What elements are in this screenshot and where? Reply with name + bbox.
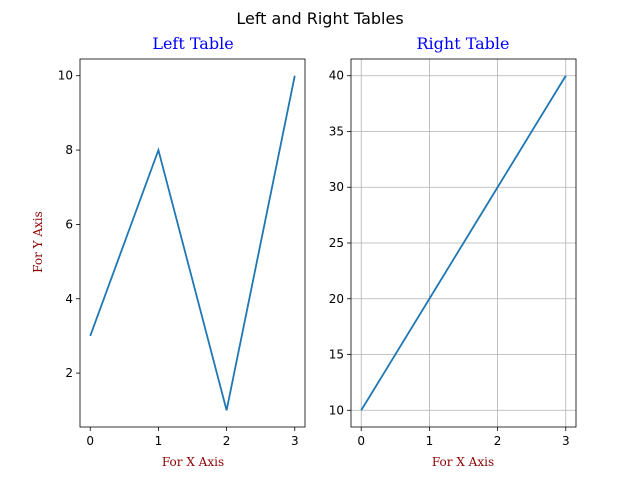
- left-chart-xlabel: For X Axis: [162, 455, 224, 469]
- right-chart-ytick-label: 30: [329, 180, 344, 194]
- left-chart: Left Table For X Axis For Y Axis 0 1 2 3 2 4 6…: [31, 34, 306, 469]
- right-chart-ytick-label: 40: [329, 69, 344, 83]
- right-chart-ytick-label: 15: [329, 348, 344, 362]
- right-chart-xtick-label: 3: [562, 434, 570, 448]
- right-chart-title: Right Table: [416, 34, 509, 53]
- left-chart-xtick-label: 3: [291, 434, 299, 448]
- right-chart: Right Table For X Axis 0 1 2 3 10 15 20 25 30 35 4…: [329, 34, 577, 469]
- figure-title: Left and Right Tables: [236, 9, 403, 28]
- left-chart-ytick-label: 4: [65, 292, 73, 306]
- right-chart-series-line: [360, 75, 567, 411]
- left-chart-xtick-label: 2: [223, 434, 231, 448]
- left-chart-plot-area: 0 1 2 3 2 4 6 8 10: [58, 58, 306, 448]
- right-chart-xtick-label: 1: [426, 434, 434, 448]
- left-chart-ytick-label: 2: [65, 366, 73, 380]
- right-chart-xlabel: For X Axis: [432, 455, 494, 469]
- left-chart-ytick-label: 10: [58, 69, 73, 83]
- left-chart-xtick-label: 1: [155, 434, 163, 448]
- right-chart-xtick-label: 0: [357, 434, 365, 448]
- left-chart-ytick-label: 8: [65, 143, 73, 157]
- right-chart-ytick-label: 20: [329, 292, 344, 306]
- left-chart-series-line: [89, 75, 296, 411]
- right-chart-ytick-label: 25: [329, 236, 344, 250]
- left-chart-title: Left Table: [152, 34, 233, 53]
- right-chart-ytick-label: 35: [329, 124, 344, 138]
- left-chart-ylabel: For Y Axis: [31, 211, 45, 273]
- left-chart-ytick-label: 6: [65, 217, 73, 231]
- right-chart-xtick-label: 2: [494, 434, 502, 448]
- left-chart-xtick-label: 0: [86, 434, 94, 448]
- right-chart-ytick-label: 10: [329, 403, 344, 417]
- left-chart-frame: [79, 58, 306, 428]
- right-chart-plot-area: 0 1 2 3 10 15 20 25 30 35 40: [329, 58, 577, 448]
